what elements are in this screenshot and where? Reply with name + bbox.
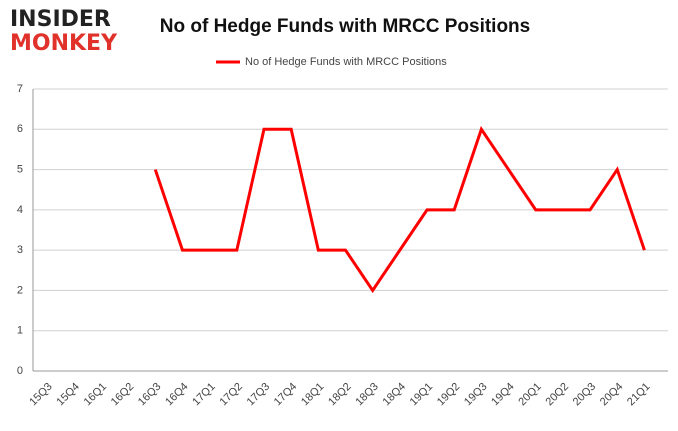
y-tick-label: 3 xyxy=(17,244,23,256)
chart-title: No of Hedge Funds with MRCC Positions xyxy=(160,16,530,37)
logo-bottom: MONKEY xyxy=(10,31,118,56)
line-series xyxy=(153,125,646,294)
y-tick-label: 5 xyxy=(17,163,23,175)
y-tick-label: 1 xyxy=(17,325,23,337)
y-tick-label: 6 xyxy=(17,123,23,135)
y-tick-label: 4 xyxy=(17,204,23,216)
y-tick-label: 0 xyxy=(17,365,23,377)
y-tick-label: 7 xyxy=(17,83,23,95)
legend-label: No of Hedge Funds with MRCC Positions xyxy=(245,56,447,68)
y-tick-label: 2 xyxy=(17,284,23,296)
logo-top: INSIDER xyxy=(10,7,111,32)
